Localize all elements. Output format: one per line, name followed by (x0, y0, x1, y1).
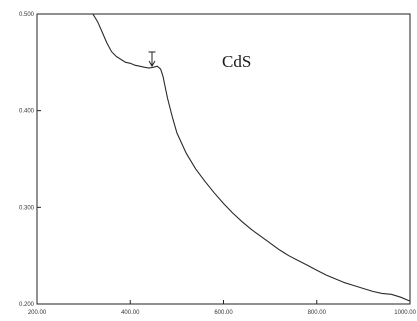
annotation-label: CdS (222, 52, 251, 71)
plot-frame (36, 13, 411, 305)
y-tick-label: 0.500 (19, 12, 35, 18)
x-tick-label: 200.00 (28, 310, 47, 316)
y-tick-label: 0.300 (19, 205, 35, 211)
x-tick-label: 400.00 (121, 310, 140, 316)
x-tick-label: 1000.00 (394, 310, 416, 316)
x-tick-label: 600.00 (214, 310, 233, 316)
series-line (92, 13, 411, 302)
y-tick-label: 0.400 (19, 109, 35, 115)
axis-tick-labels: 200.00 400.00 600.00 800.00 1000.00 0.200 0.30… (19, 12, 417, 316)
annotation-arrow (148, 51, 156, 67)
y-tick-label: 0.200 (19, 302, 35, 308)
x-tick-label: 800.00 (308, 310, 327, 316)
